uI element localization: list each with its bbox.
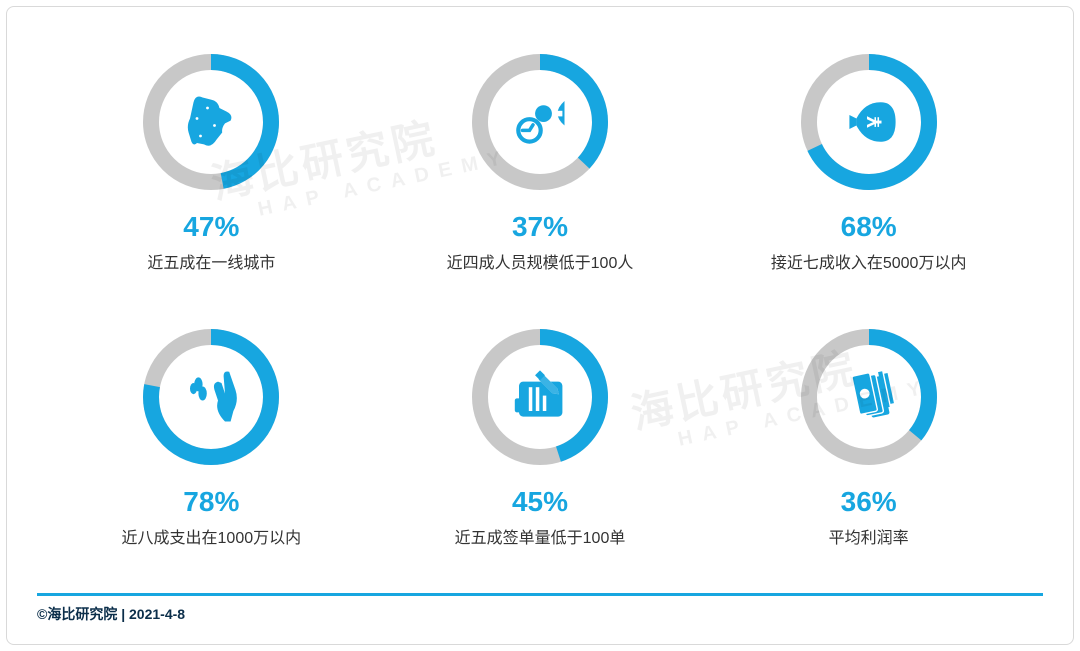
stat-percent: 37% — [512, 211, 568, 243]
svg-text:¥: ¥ — [863, 116, 886, 128]
stat-percent: 78% — [183, 486, 239, 518]
stat-desc: 近五成在一线城市 — [147, 249, 275, 273]
donut-chart — [465, 322, 615, 472]
stat-desc: 近五成签单量低于100单 — [455, 524, 626, 548]
stat-grid: 47% 近五成在一线城市 37% 近四成人员规模低于100人 ¥ 68% 接近七… — [67, 47, 1013, 567]
moneybag-icon: ¥ — [834, 87, 904, 157]
stat-cell: 78% 近八成支出在1000万以内 — [67, 322, 356, 567]
stat-cell: ¥ 68% 接近七成收入在5000万以内 — [724, 47, 1013, 292]
people-icon — [505, 87, 575, 157]
donut-chart — [136, 322, 286, 472]
stat-desc: 近四成人员规模低于100人 — [447, 249, 634, 273]
hand-icon — [176, 362, 246, 432]
stat-desc: 平均利润率 — [829, 524, 909, 548]
stat-percent: 45% — [512, 486, 568, 518]
stat-percent: 68% — [841, 211, 897, 243]
footer-divider — [37, 593, 1043, 596]
stat-desc: 近八成支出在1000万以内 — [122, 524, 302, 548]
footer-credit: ©海比研究院 | 2021-4-8 — [37, 604, 185, 624]
contract-icon — [505, 362, 575, 432]
stat-desc: 接近七成收入在5000万以内 — [771, 249, 967, 273]
stat-percent: 36% — [841, 486, 897, 518]
donut-chart: ¥ — [794, 47, 944, 197]
